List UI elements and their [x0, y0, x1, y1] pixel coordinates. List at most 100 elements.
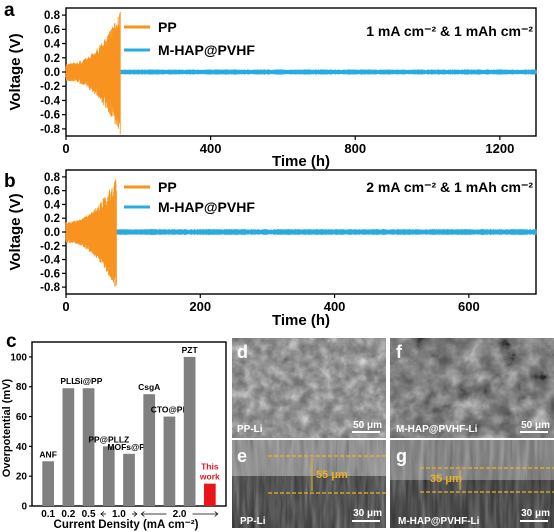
bar-3 [102, 446, 115, 506]
scale-bar-label-f: 50 μm [521, 420, 550, 431]
bar-0 [42, 461, 55, 506]
y-tick-label-b-8: 0.8 [44, 172, 61, 184]
sem-label-g: M-HAP@PVHF-Li [398, 516, 480, 527]
bar-label-1: PLL [60, 376, 76, 386]
y-tick-label-b-3: -0.2 [40, 241, 60, 253]
bar-5 [143, 394, 156, 506]
y-tick-label-a-6: 0.4 [44, 39, 61, 51]
panel-a: a 0 400 800 1200 -0.8 -0.6 -0.4 -0.2 0.0 0.2 0.4 0.… [4, 0, 537, 170]
y-tick-label-c-60: 60 [16, 412, 28, 423]
x-tick-label-a-1200: 1200 [485, 141, 514, 156]
panel-letter-c: c [6, 331, 17, 352]
x-tick-label-b-400: 400 [324, 299, 346, 314]
bar-2 [82, 388, 95, 506]
x-tick-label-b-600: 600 [458, 299, 480, 314]
x-tick-label-a-800: 800 [344, 141, 366, 156]
sem-letter-d: d [237, 342, 248, 362]
sem-label-e: PP-Li [240, 516, 266, 527]
y-tick-label-c-20: 20 [16, 472, 28, 483]
y-tick-label-a-1: -0.6 [40, 110, 60, 122]
y-tick-label-b-7: 0.6 [44, 186, 60, 198]
y-tick-label-a-3: -0.2 [40, 81, 60, 93]
panel-letter-a: a [4, 0, 15, 21]
x-tick-label-b-200: 200 [189, 299, 211, 314]
y-tick-label-b-6: 0.4 [44, 199, 61, 211]
scale-bar-label-d: 50 μm [353, 420, 382, 431]
legend-label-pp-b: PP [158, 179, 177, 195]
group-arrow-left-3 [100, 511, 105, 517]
y-tick-label-a-4: 0.0 [44, 67, 60, 79]
bar-label-6: CTO@PP [151, 405, 189, 415]
group-label-0: 0.1 [41, 509, 55, 520]
group-arrow-left-4 [140, 511, 145, 517]
x-axis-label-a: Time (h) [272, 153, 330, 170]
bar-label-4: MOFs@PP [107, 442, 151, 452]
sem-letter-f: f [396, 342, 403, 362]
thickness-label-g: 35 μm [430, 473, 462, 485]
sem-label-d: PP-Li [237, 424, 263, 435]
scale-bar-label-g: 30 μm [521, 508, 550, 519]
thickness-label-e: 55 μm [316, 469, 348, 481]
scale-bar-label-e: 30 μm [353, 508, 382, 519]
bar-label-8-1: work [199, 472, 220, 482]
sem-letter-g: g [396, 446, 407, 466]
sem-image-f: f M-HAP@PVHF-Li 50 μm [390, 338, 554, 438]
axes-a: 0 400 800 1200 -0.8 -0.6 -0.4 -0.2 0.0 0.2 0.4 0.6 0… [40, 10, 514, 156]
legend-label-pp-a: PP [158, 19, 177, 35]
bar-label-2: Si@PP [75, 376, 103, 386]
sem-letter-e: e [237, 446, 247, 466]
series-a-pp-trace [65, 11, 121, 135]
y-axis-label-b: Voltage (V) [7, 193, 24, 270]
y-tick-label-a-7: 0.6 [44, 24, 60, 36]
y-tick-label-b-0: -0.8 [40, 282, 60, 294]
panel-letter-b: b [4, 171, 16, 192]
bar-4 [123, 453, 135, 506]
group-label-4: 2.0 [173, 509, 187, 520]
bar-6 [163, 416, 176, 506]
series-b-pp-trace [65, 179, 117, 287]
group-label-3: 1.0 [112, 509, 126, 520]
x-tick-label-b-0: 0 [62, 299, 69, 314]
bar-8 [203, 483, 216, 506]
group-label-1: 0.2 [61, 509, 75, 520]
bar-1 [62, 388, 75, 506]
y-tick-label-b-5: 0.2 [44, 213, 60, 225]
bar-label-0: ANF [39, 449, 56, 459]
y-tick-label-c-100: 100 [10, 352, 27, 363]
y-axis-label-a: Voltage (V) [7, 33, 24, 110]
y-tick-label-b-2: -0.4 [40, 255, 60, 267]
x-axis-label-c: Current Density (mA cm⁻²) [54, 519, 199, 531]
bar-7 [183, 356, 196, 506]
axes-c: 0 20 40 60 80 100 0.1 0.2 0.5 1.0 2.0 [10, 352, 219, 520]
condition-label-a: 1 mA cm⁻² & 1 mAh cm⁻² [366, 23, 533, 39]
y-axis-label-c: Overpotential (mV) [1, 378, 13, 477]
axes-b: 0 200 400 600 -0.8 -0.6-0.4 -0.2 0.0 0.2 0.40.6 0.… [40, 172, 480, 314]
x-tick-label-a-0: 0 [62, 141, 69, 156]
y-tick-label-b-4: 0.0 [44, 227, 60, 239]
bar-label-5: CsgA [138, 382, 160, 392]
y-tick-label-a-2: -0.4 [40, 95, 60, 107]
sem-image-g: 35 μm g M-HAP@PVHF-Li 30 μm [390, 440, 554, 528]
y-tick-label-a-0: -0.8 [40, 124, 60, 136]
group-arrow-right-3 [133, 511, 138, 517]
y-tick-label-a-5: 0.2 [44, 53, 60, 65]
y-tick-label-c-80: 80 [16, 382, 28, 393]
sem-image-e: 55 μm e PP-Li 30 μm [232, 440, 386, 528]
series-layer-a [65, 11, 537, 135]
y-tick-label-c-0: 0 [21, 502, 27, 513]
sem-label-f: M-HAP@PVHF-Li [396, 424, 478, 435]
condition-label-b: 2 mA cm⁻² & 1 mAh cm⁻² [366, 179, 533, 195]
series-layer-b [65, 179, 537, 287]
x-axis-label-b: Time (h) [272, 312, 330, 329]
y-tick-label-b-1: -0.6 [40, 268, 60, 280]
group-label-2: 0.5 [82, 509, 96, 520]
bar-label-3: PP@PLLZ [88, 434, 129, 444]
bar-label-8-0: This [201, 462, 219, 472]
sem-image-d: d PP-Li 50 μm [232, 338, 386, 438]
x-tick-label-a-400: 400 [200, 141, 222, 156]
series-a-mhap-trace [65, 69, 537, 75]
series-b-mhap-trace [65, 229, 537, 235]
